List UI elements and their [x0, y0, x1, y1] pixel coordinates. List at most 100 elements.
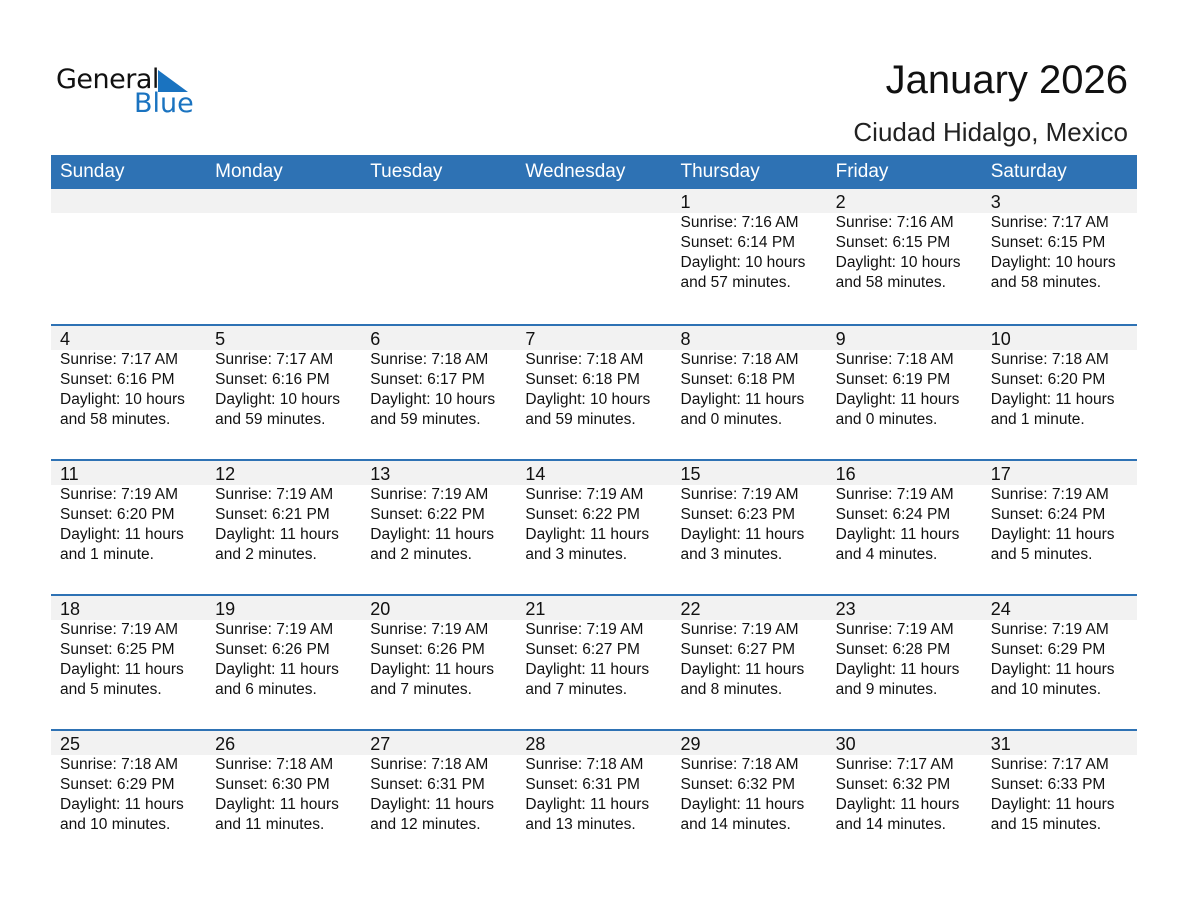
day-cell: 30 Sunrise: 7:17 AM Sunset: 6:32 PM Dayligh…: [827, 731, 982, 835]
daylight-minutes-text: and 2 minutes.: [370, 546, 472, 563]
day-number: 8: [680, 329, 691, 349]
daylight-minutes-text: and 5 minutes.: [990, 546, 1093, 563]
sunset-text: Sunset: 6:31 PM: [525, 776, 640, 793]
day-number: 17: [990, 464, 1011, 484]
sunset-text: Sunset: 6:31 PM: [370, 776, 485, 793]
sunset-text: Sunset: 6:32 PM: [835, 776, 951, 793]
daylight-text: Daylight: 11 hours: [835, 391, 960, 408]
sunset-text: Sunset: 6:32 PM: [680, 776, 796, 793]
sunrise-text: Sunrise: 7:19 AM: [990, 621, 1109, 638]
sunset-text: Sunset: 6:16 PM: [215, 371, 330, 388]
daylight-text: Daylight: 11 hours: [370, 796, 495, 813]
logo-text-general: General: [56, 64, 159, 95]
day-cell: 2 Sunrise: 7:16 AM Sunset: 6:15 PM Daylight…: [827, 189, 982, 293]
day-number: 7: [525, 329, 536, 349]
daylight-minutes-text: and 6 minutes.: [215, 681, 317, 698]
day-cell: 19 Sunrise: 7:19 AM Sunset: 6:26 PM Dayligh…: [206, 596, 361, 700]
day-number: 13: [370, 464, 391, 484]
day-cell: 1 Sunrise: 7:16 AM Sunset: 6:14 PM Daylight…: [672, 189, 827, 293]
date-band: [51, 731, 1137, 755]
daylight-text: Daylight: 11 hours: [60, 526, 184, 543]
day-cell: 21 Sunrise: 7:19 AM Sunset: 6:27 PM Dayligh…: [516, 596, 671, 700]
day-cell: 31 Sunrise: 7:17 AM Sunset: 6:33 PM Dayligh…: [982, 731, 1137, 835]
daylight-minutes-text: and 9 minutes.: [835, 681, 938, 698]
date-band: [51, 326, 1137, 350]
daylight-text: Daylight: 11 hours: [835, 526, 960, 543]
weekday-friday: Friday: [835, 161, 889, 182]
daylight-minutes-text: and 5 minutes.: [60, 681, 162, 698]
day-number: 6: [370, 329, 381, 349]
daylight-minutes-text: and 0 minutes.: [680, 411, 783, 428]
page-title: January 2026: [885, 58, 1128, 102]
calendar-grid: Sunday Monday Tuesday Wednesday Thursday Frid…: [51, 155, 1137, 864]
sunrise-text: Sunrise: 7:16 AM: [680, 214, 799, 231]
day-number: 19: [215, 599, 236, 619]
day-number: 31: [990, 734, 1011, 754]
daylight-text: Daylight: 11 hours: [680, 391, 805, 408]
sunrise-text: Sunrise: 7:19 AM: [525, 486, 644, 503]
week-row: 25 Sunrise: 7:18 AM Sunset: 6:29 PM Dayligh…: [51, 729, 1137, 864]
day-cell: 8 Sunrise: 7:18 AM Sunset: 6:18 PM Daylight…: [672, 326, 827, 430]
sunset-text: Sunset: 6:27 PM: [680, 641, 796, 658]
weekday-sunday: Sunday: [60, 161, 125, 182]
date-band: [51, 461, 1137, 485]
sunrise-text: Sunrise: 7:19 AM: [215, 486, 334, 503]
sunset-text: Sunset: 6:24 PM: [990, 506, 1106, 523]
weekday-wednesday: Wednesday: [525, 161, 626, 182]
daylight-text: Daylight: 11 hours: [60, 796, 184, 813]
sunrise-text: Sunrise: 7:18 AM: [680, 351, 799, 368]
sunset-text: Sunset: 6:27 PM: [525, 641, 640, 658]
daylight-text: Daylight: 10 hours: [680, 254, 806, 271]
daylight-text: Daylight: 11 hours: [370, 661, 495, 678]
logo: General Blue: [56, 64, 196, 120]
sunset-text: Sunset: 6:21 PM: [215, 506, 330, 523]
daylight-text: Daylight: 11 hours: [680, 526, 805, 543]
week-row: 1 Sunrise: 7:16 AM Sunset: 6:14 PM Daylight…: [51, 189, 1137, 324]
daylight-minutes-text: and 11 minutes.: [215, 816, 325, 833]
sunset-text: Sunset: 6:20 PM: [990, 371, 1106, 388]
sunset-text: Sunset: 6:22 PM: [525, 506, 640, 523]
daylight-text: Daylight: 11 hours: [525, 661, 650, 678]
sunrise-text: Sunrise: 7:18 AM: [370, 351, 489, 368]
daylight-text: Daylight: 11 hours: [835, 796, 960, 813]
location-subtitle: Ciudad Hidalgo, Mexico: [853, 117, 1128, 147]
sunrise-text: Sunrise: 7:19 AM: [680, 621, 799, 638]
daylight-text: Daylight: 11 hours: [525, 796, 650, 813]
daylight-minutes-text: and 4 minutes.: [835, 546, 938, 563]
day-cell: 4 Sunrise: 7:17 AM Sunset: 6:16 PM Daylight…: [51, 326, 206, 430]
sunrise-text: Sunrise: 7:19 AM: [990, 486, 1109, 503]
sunrise-text: Sunrise: 7:18 AM: [60, 756, 179, 773]
day-number: 4: [60, 329, 71, 349]
day-number: 1: [680, 192, 691, 212]
day-number: 14: [525, 464, 546, 484]
daylight-text: Daylight: 10 hours: [990, 254, 1116, 271]
day-cell: 18 Sunrise: 7:19 AM Sunset: 6:25 PM Dayligh…: [51, 596, 206, 700]
sunrise-text: Sunrise: 7:18 AM: [990, 351, 1109, 368]
sunset-text: Sunset: 6:16 PM: [60, 371, 175, 388]
logo-triangle-icon: [158, 70, 188, 92]
sunrise-text: Sunrise: 7:19 AM: [370, 621, 489, 638]
sunrise-text: Sunrise: 7:19 AM: [370, 486, 489, 503]
day-number: 3: [990, 192, 1001, 212]
daylight-text: Daylight: 11 hours: [215, 796, 339, 813]
daylight-text: Daylight: 10 hours: [525, 391, 651, 408]
daylight-text: Daylight: 11 hours: [525, 526, 650, 543]
day-cell: 24 Sunrise: 7:19 AM Sunset: 6:29 PM Dayligh…: [982, 596, 1137, 700]
sunset-text: Sunset: 6:25 PM: [60, 641, 175, 658]
daylight-minutes-text: and 8 minutes.: [680, 681, 783, 698]
day-cell: 27 Sunrise: 7:18 AM Sunset: 6:31 PM Dayligh…: [361, 731, 516, 835]
daylight-minutes-text: and 59 minutes.: [215, 411, 326, 428]
day-cell: 10 Sunrise: 7:18 AM Sunset: 6:20 PM Dayligh…: [982, 326, 1137, 430]
daylight-text: Daylight: 11 hours: [60, 661, 184, 678]
sunset-text: Sunset: 6:17 PM: [370, 371, 485, 388]
daylight-minutes-text: and 12 minutes.: [370, 816, 481, 833]
daylight-minutes-text: and 58 minutes.: [60, 411, 171, 428]
day-cell: 25 Sunrise: 7:18 AM Sunset: 6:29 PM Dayligh…: [51, 731, 206, 835]
daylight-text: Daylight: 10 hours: [60, 391, 185, 408]
daylight-text: Daylight: 11 hours: [990, 661, 1115, 678]
sunset-text: Sunset: 6:15 PM: [835, 234, 951, 251]
sunrise-text: Sunrise: 7:19 AM: [60, 486, 179, 503]
daylight-text: Daylight: 11 hours: [680, 661, 805, 678]
daylight-minutes-text: and 57 minutes.: [680, 274, 791, 291]
sunrise-text: Sunrise: 7:19 AM: [680, 486, 799, 503]
